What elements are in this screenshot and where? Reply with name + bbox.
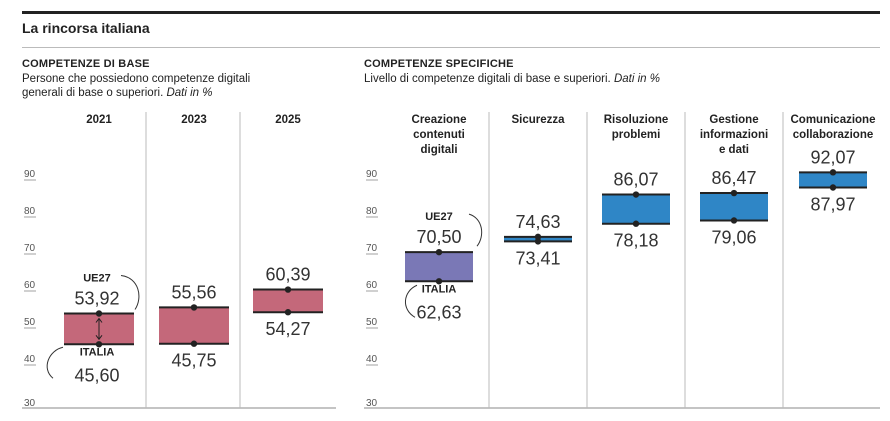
right-category-label: Sicurezza xyxy=(511,114,565,126)
right-section-title: COMPETENZE SPECIFICHE xyxy=(364,58,514,70)
right-italia-value: 73,41 xyxy=(515,248,560,268)
right-category-label: informazioni xyxy=(700,129,768,141)
left-ytick: 60 xyxy=(24,280,36,291)
right-italia-arrow xyxy=(405,284,418,318)
left-gap-arrow-head-top xyxy=(95,317,103,323)
right-category-label: Creazione xyxy=(412,114,467,126)
left-ytick: 30 xyxy=(24,398,36,409)
left-ue27-arrow xyxy=(120,274,140,310)
left-gap-arrow-head-bottom xyxy=(95,334,103,341)
right-ue27-label: UE27 xyxy=(425,211,453,223)
right-italia-value: 78,18 xyxy=(613,231,658,251)
left-ue27-point xyxy=(95,310,103,317)
left-ytick: 50 xyxy=(24,317,36,328)
right-italia-point xyxy=(435,278,443,285)
right-ue27-point xyxy=(435,248,443,256)
left-italia-point xyxy=(95,341,103,348)
left-section-subtitle: Persone che possiedono competenze digita… xyxy=(22,72,250,100)
right-category-label: Comunicazione xyxy=(791,114,876,126)
page-title: La rincorsa italiana xyxy=(22,20,150,36)
right-category-label: Risoluzione xyxy=(604,114,669,126)
right-category-label: contenuti xyxy=(413,129,465,141)
left-ytick: 80 xyxy=(24,206,36,217)
right-italia-value: 62,63 xyxy=(416,302,461,322)
title-divider xyxy=(22,47,880,48)
left-subtitle-line1: Persone che possiedono competenze digita… xyxy=(22,73,251,85)
right-italia-point xyxy=(730,217,738,224)
right-ue27-value: 86,07 xyxy=(613,170,658,190)
right-italia-point xyxy=(632,220,640,227)
left-subtitle-line2: generali di base o superiori. xyxy=(22,87,164,99)
right-ue27-value: 92,07 xyxy=(810,147,855,167)
right-italia-value: 79,06 xyxy=(711,227,756,247)
left-ytick: 90 xyxy=(24,169,36,180)
right-ue27-value: 74,63 xyxy=(515,212,560,232)
left-ue27-value: 53,92 xyxy=(74,288,119,308)
right-ytick: 70 xyxy=(366,243,378,254)
right-ue27-arrow xyxy=(468,213,483,247)
left-category-label: 2021 xyxy=(86,114,112,126)
right-ytick: 30 xyxy=(366,398,378,409)
right-ue27-point xyxy=(829,169,837,176)
right-category-label: digitali xyxy=(420,144,457,156)
right-italia-value: 87,97 xyxy=(810,195,855,215)
left-italia-value: 54,27 xyxy=(265,319,310,339)
left-section-title: COMPETENZE DI BASE xyxy=(22,58,150,70)
right-subtitle-text: Livello di competenze digitali di base e… xyxy=(364,73,611,85)
left-range-box xyxy=(253,289,323,313)
left-ue27-value: 55,56 xyxy=(171,282,216,302)
right-category-label: e dati xyxy=(719,144,749,156)
right-ue27-point xyxy=(534,233,542,241)
right-category-label: problemi xyxy=(612,129,661,141)
left-ue27-value: 60,39 xyxy=(265,265,310,285)
left-range-box xyxy=(159,307,229,344)
left-ytick: 40 xyxy=(24,354,36,365)
left-category-label: 2023 xyxy=(181,114,207,126)
right-ytick: 80 xyxy=(366,206,378,217)
right-range-box xyxy=(602,194,670,224)
right-category-label: collaborazione xyxy=(793,129,874,141)
right-range-box xyxy=(799,172,867,188)
left-ue27-label: UE27 xyxy=(83,272,111,284)
left-italia-arrow xyxy=(46,346,64,379)
right-italia-point xyxy=(534,238,542,245)
right-ytick: 40 xyxy=(366,354,378,365)
right-range-box xyxy=(405,252,473,282)
left-ytick: 70 xyxy=(24,243,36,254)
right-section-subtitle: Livello di competenze digitali di base e… xyxy=(364,72,660,86)
left-italia-label: ITALIA xyxy=(80,346,115,358)
left-subtitle-unit: Dati in % xyxy=(166,87,213,99)
right-ue27-point xyxy=(730,189,738,197)
right-category-label: Gestione xyxy=(709,114,758,126)
left-italia-value: 45,75 xyxy=(171,351,216,371)
left-italia-value: 45,60 xyxy=(74,365,119,385)
right-ytick: 50 xyxy=(366,317,378,328)
right-ytick: 90 xyxy=(366,169,378,180)
right-subtitle-unit: Dati in % xyxy=(613,73,660,85)
right-ue27-value: 86,47 xyxy=(711,168,756,188)
right-italia-label: ITALIA xyxy=(422,283,457,295)
top-rule xyxy=(22,11,880,14)
right-ue27-point xyxy=(632,191,640,198)
right-ue27-value: 70,50 xyxy=(416,227,461,247)
left-ue27-point xyxy=(284,286,292,293)
right-italia-point xyxy=(829,184,837,191)
right-range-box xyxy=(700,193,768,221)
left-italia-point xyxy=(190,340,198,347)
left-category-label: 2025 xyxy=(275,114,301,126)
right-ytick: 60 xyxy=(366,280,378,291)
left-ue27-point xyxy=(190,304,198,311)
left-italia-point xyxy=(284,309,292,316)
